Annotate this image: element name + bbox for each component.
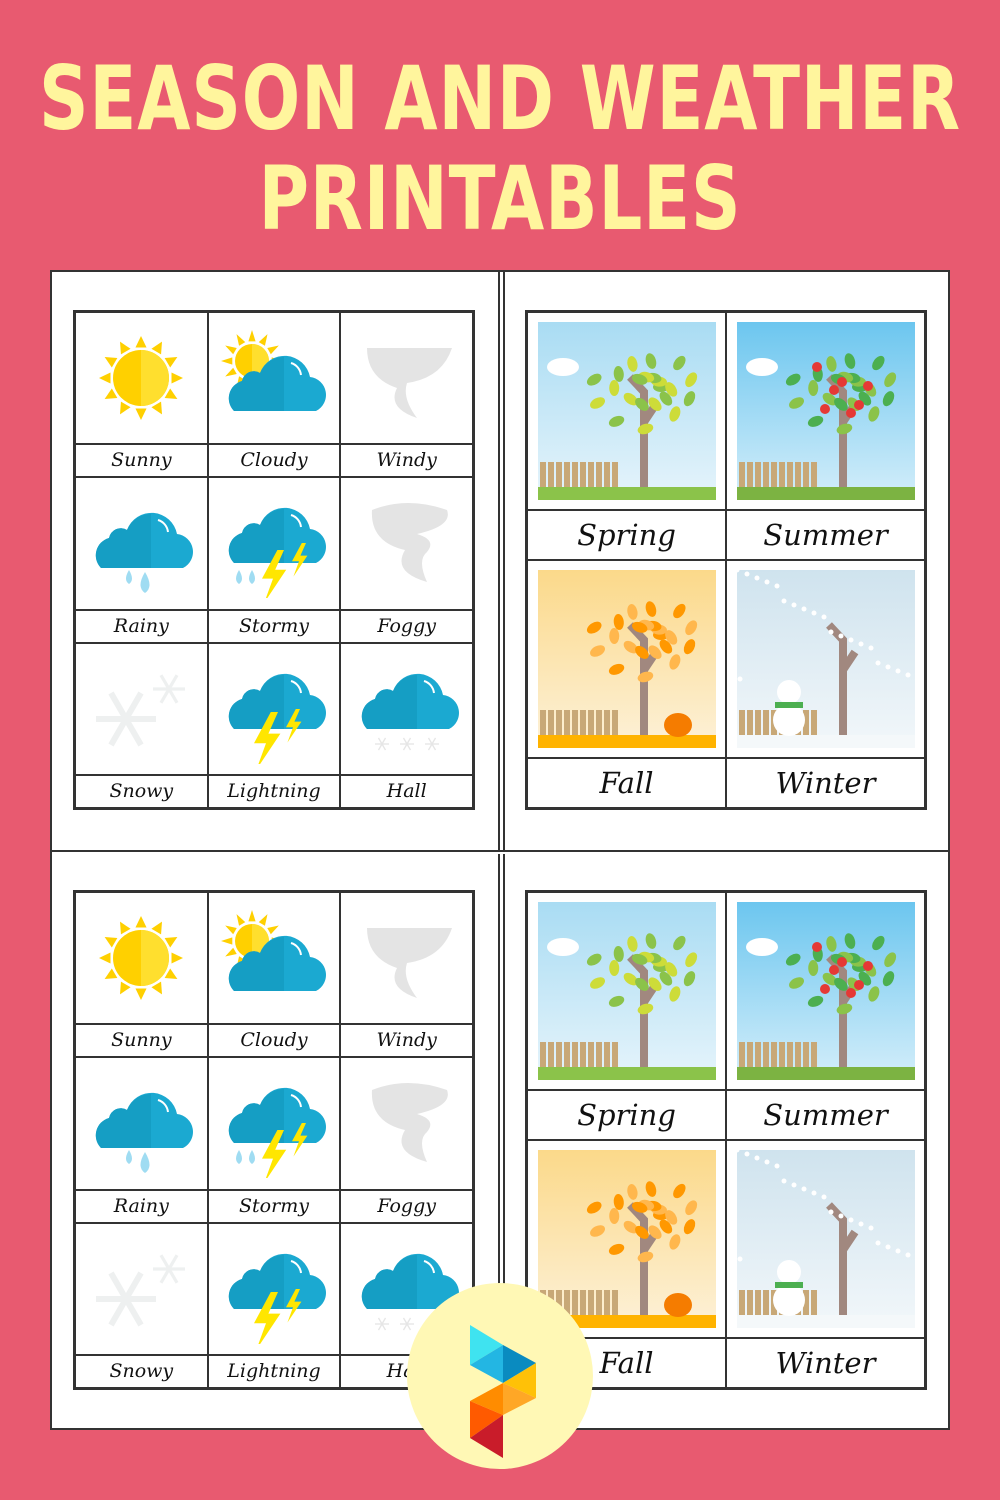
tornado-icon <box>341 1058 472 1188</box>
weather-card-windy: Windy <box>340 312 473 478</box>
weather-card-label: Foggy <box>341 1188 472 1222</box>
rain-icon <box>76 478 207 608</box>
snowflake-icon <box>76 1224 207 1354</box>
weather-card-label: Foggy <box>341 608 472 642</box>
horizontal-divider <box>52 850 948 854</box>
weather-card-label: Lightning <box>208 773 340 807</box>
weather-card-cloudy: Cloudy <box>207 892 341 1058</box>
weather-card-label: Lightning <box>208 1353 340 1387</box>
lightning-icon <box>209 644 340 774</box>
season-card-label: Spring <box>528 1089 725 1139</box>
wind-icon <box>341 893 472 1023</box>
weather-card-foggy: Foggy <box>340 1057 473 1223</box>
weather-card-label: Stormy <box>208 1188 340 1222</box>
weather-card-rainy: Rainy <box>75 477 208 643</box>
printable-sheet: Sunny Cloudy Windy Rainy Stormy Foggy Snowy Lig… <box>50 270 950 1430</box>
season-card-fall: Fall <box>527 1140 726 1388</box>
season-card-label: Fall <box>528 1337 725 1387</box>
sun-cloud-icon <box>209 313 340 443</box>
season-card-spring: Spring <box>527 892 726 1140</box>
weather-card-label: Snowy <box>76 1353 207 1387</box>
summer-scene-illustration <box>727 313 924 509</box>
season-card-label: Fall <box>528 757 725 807</box>
storm-icon <box>209 1058 340 1188</box>
season-card-label: Summer <box>727 1089 924 1139</box>
weather-cards-grid: Sunny Cloudy Windy Rainy Stormy Foggy Snowy Lig… <box>73 890 475 1390</box>
weather-card-cloudy: Cloudy <box>207 312 341 478</box>
weather-cards-grid: Sunny Cloudy Windy Rainy Stormy Foggy Snowy Lig… <box>73 310 475 810</box>
hail-icon <box>341 1224 472 1354</box>
weather-card-label: Hall <box>341 773 472 807</box>
tornado-icon <box>341 478 472 608</box>
season-card-winter: Winter <box>726 1140 925 1388</box>
weather-card-foggy: Foggy <box>340 477 473 643</box>
weather-card-label: Rainy <box>76 608 207 642</box>
weather-card-rainy: Rainy <box>75 1057 208 1223</box>
weather-card-windy: Windy <box>340 892 473 1058</box>
weather-card-hall: Hall <box>340 642 473 808</box>
weather-card-snowy: Snowy <box>75 642 208 808</box>
weather-card-snowy: Snowy <box>75 1222 208 1388</box>
sun-icon <box>76 893 207 1023</box>
sun-icon <box>76 313 207 443</box>
snowflake-icon <box>76 644 207 774</box>
season-card-spring: Spring <box>527 312 726 560</box>
winter-scene-illustration <box>727 561 924 757</box>
weather-card-sunny: Sunny <box>75 892 208 1058</box>
weather-card-sunny: Sunny <box>75 312 208 478</box>
season-card-winter: Winter <box>726 560 925 808</box>
season-card-label: Spring <box>528 509 725 559</box>
fall-scene-illustration <box>528 1141 725 1337</box>
wind-icon <box>341 313 472 443</box>
storm-icon <box>209 478 340 608</box>
season-card-label: Winter <box>727 1337 924 1387</box>
weather-card-lightning: Lightning <box>207 642 341 808</box>
lightning-icon <box>209 1224 340 1354</box>
season-card-fall: Fall <box>527 560 726 808</box>
weather-card-label: Rainy <box>76 1188 207 1222</box>
weather-card-label: Windy <box>341 1023 472 1056</box>
summer-scene-illustration <box>727 893 924 1089</box>
season-card-summer: Summer <box>726 312 925 560</box>
weather-card-label: Cloudy <box>208 443 340 476</box>
rain-icon <box>76 1058 207 1188</box>
title-line-2: Printables <box>258 147 742 251</box>
hail-icon <box>341 644 472 774</box>
season-card-label: Summer <box>727 509 924 559</box>
weather-card-stormy: Stormy <box>207 477 341 643</box>
winter-scene-illustration <box>727 1141 924 1337</box>
season-cards-grid: Spring Summer Fall Winter <box>525 890 927 1390</box>
weather-card-label: Sunny <box>76 1023 207 1056</box>
weather-card-label: Cloudy <box>208 1023 340 1056</box>
title-line-1: Season and Weather <box>38 47 962 151</box>
weather-card-label: Snowy <box>76 773 207 807</box>
spring-scene-illustration <box>528 313 725 509</box>
weather-card-label: Windy <box>341 443 472 476</box>
season-card-label: Winter <box>727 757 924 807</box>
weather-card-label: Stormy <box>208 608 340 642</box>
sun-cloud-icon <box>209 893 340 1023</box>
weather-card-label: Sunny <box>76 443 207 476</box>
printablee-logo-icon <box>470 1325 536 1458</box>
fall-scene-illustration <box>528 561 725 757</box>
spring-scene-illustration <box>528 893 725 1089</box>
season-cards-grid: Spring Summer Fall Winter <box>525 310 927 810</box>
season-card-summer: Summer <box>726 892 925 1140</box>
weather-card-lightning: Lightning <box>207 1222 341 1388</box>
printablee-logo <box>407 1283 593 1469</box>
weather-card-stormy: Stormy <box>207 1057 341 1223</box>
